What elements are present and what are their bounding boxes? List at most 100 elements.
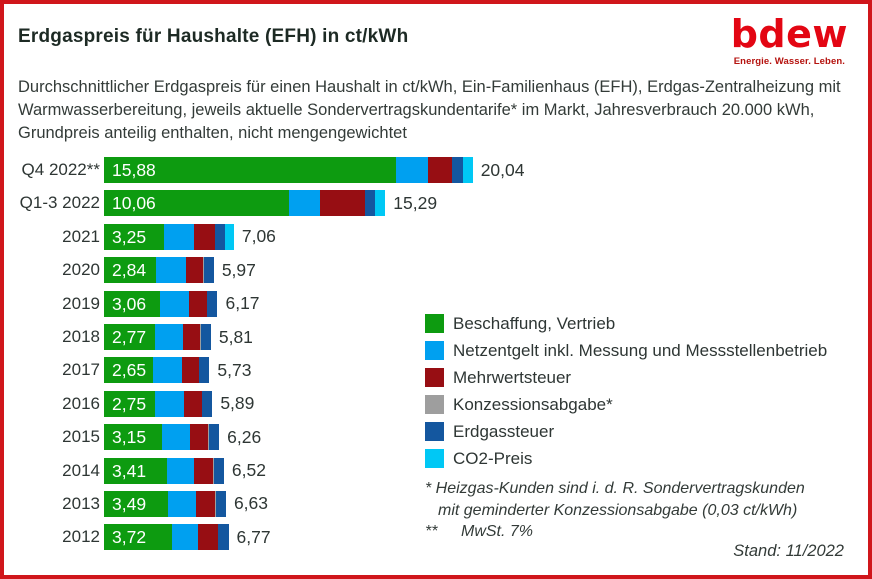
bar-segment-erdgassteuer	[199, 357, 210, 384]
bar-segment-erdgassteuer	[207, 290, 218, 317]
footnote-line-1: * Heizgas-Kunden sind i. d. R. Sonderver…	[425, 480, 805, 497]
bar-segment-beschaffung: 3,49	[104, 490, 169, 517]
bar-total-label: 5,81	[218, 326, 253, 347]
bar-segment-beschaffung: 3,25	[104, 223, 164, 250]
bar-segment-konzessionsabgabe	[198, 357, 200, 384]
bar-value-label: 2,75	[112, 393, 147, 414]
legend-swatch-netzentgelt	[425, 341, 444, 360]
bar-segment-netzentgelt	[152, 357, 182, 384]
chart-description: Durchschnittlicher Erdgaspreis für einen…	[18, 78, 841, 143]
legend-swatch-beschaffung	[425, 314, 444, 333]
bar-segment-konzessionsabgabe	[364, 190, 366, 217]
bar-segment-netzentgelt	[396, 157, 428, 184]
bar-row: 2015 3,15 6,26	[18, 421, 868, 454]
bar-segment-co2-preis	[462, 157, 473, 184]
year-label: 2015	[62, 427, 100, 447]
bar-total-label: 5,73	[217, 359, 252, 380]
bar-row: 2018 2,77 5,81	[18, 320, 868, 353]
bar-segment-netzentgelt	[168, 490, 196, 517]
stacked-bar: 3,06	[104, 290, 218, 317]
bar-total-label: 7,06	[241, 226, 276, 247]
bar-row: 2012 3,72 6,77	[18, 521, 868, 554]
legend-label: Konzessionsabgabe*	[453, 394, 613, 414]
bar-segment-mehrwertsteuer	[193, 223, 215, 250]
bar-segment-netzentgelt	[160, 290, 189, 317]
bar-segment-co2-preis	[225, 223, 234, 250]
stacked-bar: 3,41	[104, 457, 224, 484]
bar-segment-beschaffung: 2,65	[104, 357, 153, 384]
bar-segment-erdgassteuer	[200, 324, 211, 351]
bar-total-label: 6,17	[225, 293, 260, 314]
stacked-bar: 3,15	[104, 424, 220, 451]
bar-segment-konzessionsabgabe	[215, 490, 216, 517]
footnote-marker: **	[425, 523, 438, 541]
bdew-logo-tagline: Energie. Wasser. Leben.	[733, 56, 845, 68]
bar-segment-netzentgelt	[166, 457, 195, 484]
year-label: 2014	[62, 460, 100, 480]
page-title: Erdgaspreis für Haushalte (EFH) in ct/kW…	[18, 26, 409, 47]
bar-value-label: 2,65	[112, 360, 147, 381]
bar-segment-konzessionsabgabe	[213, 457, 214, 484]
bar-total-label: 5,97	[221, 259, 256, 280]
bar-segment-erdgassteuer	[365, 190, 376, 217]
bar-segment-erdgassteuer	[213, 457, 224, 484]
bar-value-label: 3,49	[112, 493, 147, 514]
bar-segment-netzentgelt	[163, 223, 194, 250]
year-label: 2016	[62, 393, 100, 413]
legend-swatch-erdgassteuer	[425, 422, 444, 441]
legend-label: Erdgassteuer	[453, 421, 555, 441]
year-label: 2021	[62, 226, 100, 246]
bar-segment-konzessionsabgabe	[206, 290, 208, 317]
bar-segment-beschaffung: 2,84	[104, 257, 157, 284]
bar-segment-mehrwertsteuer	[319, 190, 365, 217]
bar-segment-mehrwertsteuer	[188, 290, 207, 317]
bar-segment-konzessionsabgabe	[201, 390, 203, 417]
bar-segment-erdgassteuer	[203, 257, 214, 284]
year-label: 2020	[62, 260, 100, 280]
bar-segment-konzessionsabgabe	[203, 257, 204, 284]
bar-value-label: 3,41	[112, 460, 147, 481]
bar-row: 2014 3,41 6,52	[18, 454, 868, 487]
bar-segment-netzentgelt	[154, 390, 185, 417]
bar-segment-erdgassteuer	[452, 157, 463, 184]
legend-item-erdgassteuer: Erdgassteuer	[425, 418, 827, 445]
bar-rows: Q4 2022** 15,88 20,04 Q1-3 2022 10,06 15,29 20…	[18, 153, 868, 554]
bar-segment-konzessionsabgabe	[214, 223, 216, 250]
bar-segment-konzessionsabgabe	[200, 324, 201, 351]
stacked-bar: 15,88	[104, 157, 473, 184]
year-label: Q1-3 2022	[19, 193, 100, 213]
footnote-line-3: ** MwSt. 7%	[425, 521, 805, 543]
bar-row: 2017 2,65 5,73	[18, 354, 868, 387]
bar-value-label: 2,84	[112, 260, 147, 281]
bar-segment-erdgassteuer	[209, 424, 220, 451]
bar-row: Q4 2022** 15,88 20,04	[18, 153, 868, 186]
bar-total-label: 20,04	[480, 159, 525, 180]
bar-segment-beschaffung: 10,06	[104, 190, 290, 217]
bar-total-label: 6,63	[233, 493, 269, 514]
bar-segment-beschaffung: 3,72	[104, 524, 173, 551]
bar-total-label: 15,29	[393, 192, 438, 213]
bar-segment-konzessionsabgabe	[217, 524, 219, 551]
stacked-bar: 3,72	[104, 524, 229, 551]
bar-row: Q1-3 2022 10,06 15,29	[18, 187, 868, 220]
bar-value-label: 3,72	[112, 527, 147, 548]
bar-segment-erdgassteuer	[218, 524, 229, 551]
bar-segment-mehrwertsteuer	[427, 157, 452, 184]
gas-price-chart: Q4 2022** 15,88 20,04 Q1-3 2022 10,06 15,29 20…	[4, 153, 868, 554]
stacked-bar: 3,49	[104, 490, 226, 517]
bar-segment-mehrwertsteuer	[186, 257, 204, 284]
bar-segment-mehrwertsteuer	[183, 324, 201, 351]
bar-segment-netzentgelt	[161, 424, 191, 451]
bar-segment-beschaffung: 3,06	[104, 290, 161, 317]
bar-segment-netzentgelt	[289, 190, 320, 217]
legend-swatch-co2-preis	[425, 449, 444, 468]
bar-row: 2016 2,75 5,89	[18, 387, 868, 420]
legend-label: Mehrwertsteuer	[453, 367, 572, 387]
stacked-bar: 3,25	[104, 223, 234, 250]
bar-segment-beschaffung: 3,41	[104, 457, 167, 484]
year-label: 2013	[62, 493, 100, 513]
bdew-logo-word: bdew	[730, 12, 848, 56]
bar-segment-mehrwertsteuer	[194, 457, 214, 484]
bar-row: 2019 3,06 6,17	[18, 287, 868, 320]
